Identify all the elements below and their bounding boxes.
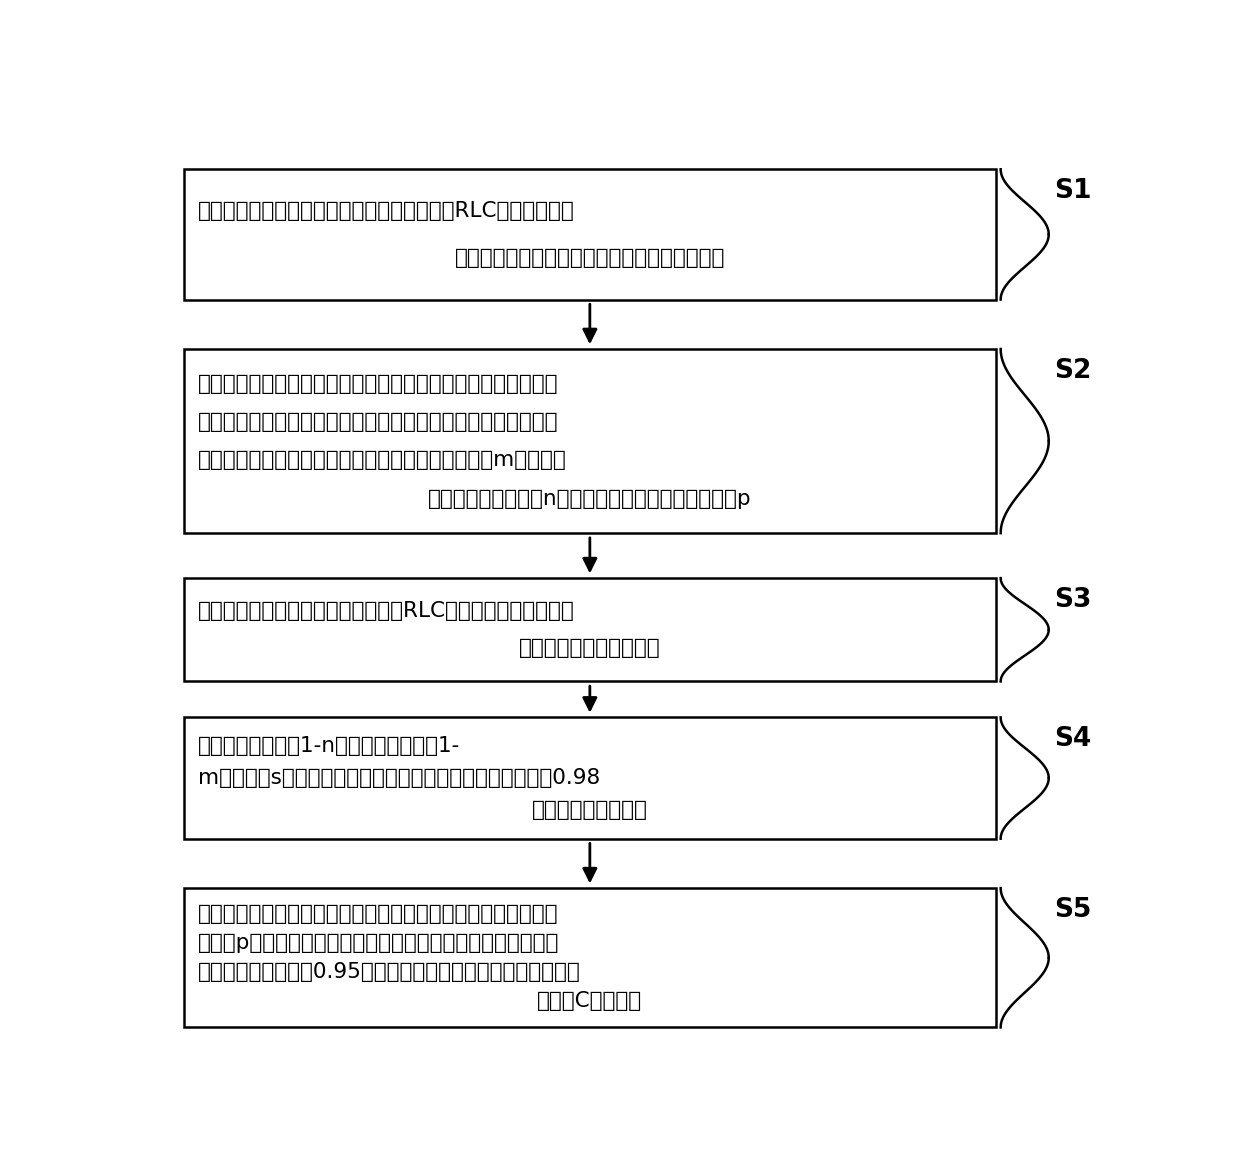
Text: 据中的p个评估样本，对重建的深度学习模型进行评估，在评估: 据中的p个评估样本，对重建的深度学习模型进行评估，在评估	[198, 934, 559, 953]
Bar	[184, 888, 996, 1027]
Text: S4: S4	[1054, 726, 1091, 753]
Text: 可编程序控制器和数据采集处理器的初始化工作: 可编程序控制器和数据采集处理器的初始化工作	[455, 247, 725, 267]
Text: 通过深度学习计算机设定试验参数和深度学习模型的学习参数；: 通过深度学习计算机设定试验参数和深度学习模型的学习参数；	[198, 373, 559, 393]
Bar	[184, 718, 996, 839]
Text: S2: S2	[1054, 358, 1091, 384]
Text: 神经元个数训练范围n、训练样本个数和评估样本个数p: 神经元个数训练范围n、训练样本个数和评估样本个数p	[428, 489, 751, 509]
Text: S1: S1	[1054, 179, 1091, 204]
Bar	[184, 349, 996, 533]
Text: 其中，试验参数包括样本采集总次数、电源调节范围、负载调节: 其中，试验参数包括样本采集总次数、电源调节范围、负载调节	[198, 412, 559, 432]
Text: 开启深度学习计算机，自动完成电网模拟器、RLC可编程负载、: 开启深度学习计算机，自动完成电网模拟器、RLC可编程负载、	[198, 201, 575, 221]
Text: 范围、调节频度，学习参数包括隐藏层层数训练范围m、隐藏层: 范围、调节频度，学习参数包括隐藏层层数训练范围m、隐藏层	[198, 450, 567, 470]
Text: S5: S5	[1054, 897, 1091, 923]
Text: 故障电弧识别率达到0.95以上时结束试验，输出结果并转换输出: 故障电弧识别率达到0.95以上时结束试验，输出结果并转换输出	[198, 963, 582, 983]
Text: S3: S3	[1054, 587, 1091, 613]
Bar	[184, 169, 996, 300]
Text: 通过电网模拟器调节电源参数及通过RLC可编程负载调节负载大: 通过电网模拟器调节电源参数及通过RLC可编程负载调节负载大	[198, 601, 575, 621]
Text: 模型的C语言程序: 模型的C语言程序	[537, 991, 642, 1012]
Text: m层，采用s个训练样本进行训练，直到训练结果正确率达到0.98: m层，采用s个训练样本进行训练，直到训练结果正确率达到0.98	[198, 768, 600, 788]
Bar	[184, 578, 996, 682]
Text: 小，完成样本数据的采集: 小，完成样本数据的采集	[520, 638, 661, 658]
Text: 分别对每个隐藏层1-n个节点，隐藏层数1-: 分别对每个隐藏层1-n个节点，隐藏层数1-	[198, 736, 460, 756]
Text: 输出训练结果的权值矩阵，重新构建深度学习模型，调取样本数: 输出训练结果的权值矩阵，重新构建深度学习模型，调取样本数	[198, 904, 559, 924]
Text: 以上，自动停止训练: 以上，自动停止训练	[532, 799, 647, 820]
